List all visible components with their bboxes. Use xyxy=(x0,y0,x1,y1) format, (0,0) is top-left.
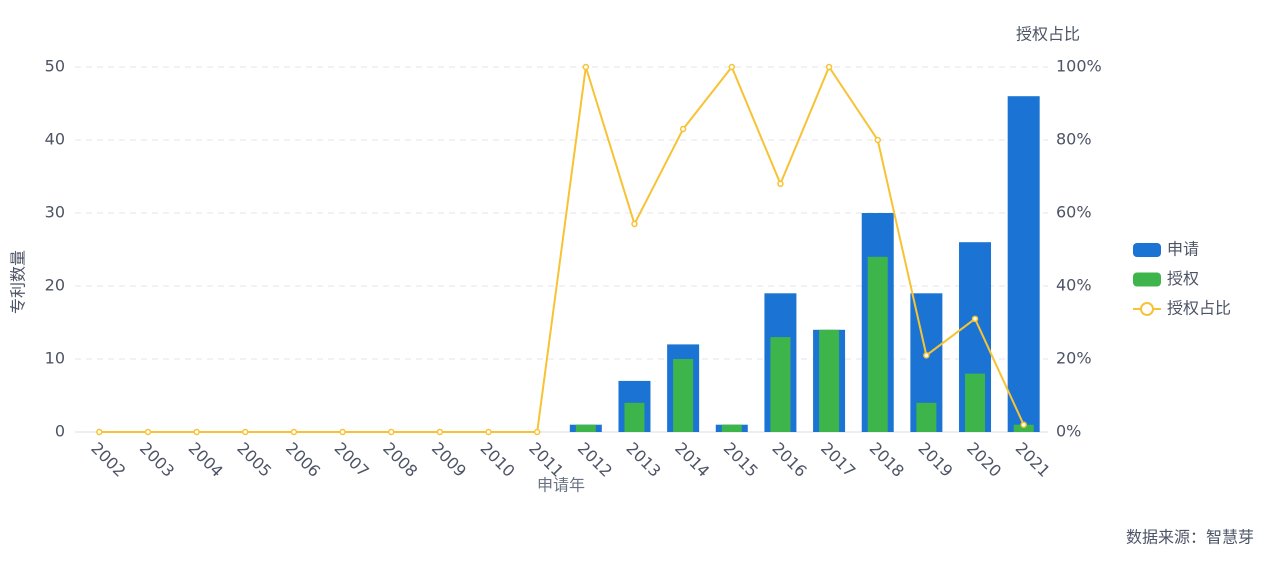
point xyxy=(728,63,736,71)
bar xyxy=(575,424,596,432)
legend-swatch xyxy=(1140,302,1154,316)
bar xyxy=(624,402,645,432)
x-tick-label: 2021 xyxy=(1012,439,1054,481)
x-axis-title: 申请年 xyxy=(537,476,585,495)
x-tick-label: 2019 xyxy=(914,439,956,481)
point xyxy=(387,428,395,436)
y2-tick-label: 40% xyxy=(1056,276,1092,295)
point xyxy=(582,63,590,71)
x-tick-label: 2003 xyxy=(136,439,178,481)
y-tick-label: 10 xyxy=(45,349,65,368)
y-tick-label: 50 xyxy=(45,57,65,76)
x-tick-label: 2009 xyxy=(428,439,470,481)
y-tick-label: 30 xyxy=(45,203,65,222)
point xyxy=(339,428,346,436)
x-tick-label: 2015 xyxy=(720,439,762,481)
point xyxy=(874,136,881,144)
x-tick-label: 2014 xyxy=(671,439,713,481)
legend-label: 授权 xyxy=(1167,269,1199,288)
point xyxy=(242,428,249,436)
y2-tick-label: 60% xyxy=(1056,203,1092,222)
point xyxy=(290,428,298,436)
y-tick-label: 20 xyxy=(45,276,65,295)
bar xyxy=(867,256,888,432)
source: 数据来源：智慧芽 xyxy=(1126,528,1254,547)
bar xyxy=(673,359,694,432)
bar xyxy=(916,402,937,432)
y-tick-label: 40 xyxy=(45,130,65,149)
y2-tick-label: 0% xyxy=(1056,422,1081,441)
y2-axis-title: 授权占比 xyxy=(1016,25,1080,44)
point xyxy=(825,63,833,71)
point xyxy=(923,352,930,359)
point xyxy=(436,428,444,436)
point xyxy=(485,428,492,436)
x-tick-label: 2017 xyxy=(817,439,859,481)
legend-label: 申请 xyxy=(1167,240,1199,259)
x-tick-label: 2008 xyxy=(379,439,421,481)
line xyxy=(99,64,1025,433)
y2-tick-label: 20% xyxy=(1056,349,1092,368)
x-tick-label: 2007 xyxy=(331,439,373,481)
legend-swatch xyxy=(1133,243,1161,257)
bar xyxy=(721,424,742,432)
point xyxy=(971,315,979,323)
x-tick-label: 2018 xyxy=(866,439,908,481)
point xyxy=(631,220,638,228)
point xyxy=(96,428,103,436)
point xyxy=(1020,421,1027,428)
point xyxy=(144,428,152,436)
x-tick-label: 2011 xyxy=(525,439,567,481)
x-tick-label: 2013 xyxy=(622,439,664,481)
bar xyxy=(770,337,791,432)
point xyxy=(679,125,687,133)
y-axis-title: 专利数量 xyxy=(9,250,28,314)
x-tick-label: 2016 xyxy=(768,439,810,481)
point xyxy=(533,428,541,436)
legend-label: 授权占比 xyxy=(1167,299,1231,318)
bar xyxy=(965,373,986,432)
bar xyxy=(819,329,840,432)
point xyxy=(777,180,784,188)
y2-tick-label: 100% xyxy=(1056,57,1102,76)
x-tick-label: 2020 xyxy=(963,439,1005,481)
bar xyxy=(1013,424,1034,432)
point xyxy=(193,428,200,436)
x-tick-label: 2010 xyxy=(477,439,519,481)
y2-tick-label: 80% xyxy=(1056,130,1092,149)
x-tick-label: 2005 xyxy=(233,439,275,481)
x-tick-label: 2004 xyxy=(185,439,227,481)
y-tick-label: 0 xyxy=(55,422,65,441)
bar xyxy=(1007,96,1040,432)
x-tick-label: 2006 xyxy=(282,439,324,481)
legend-swatch xyxy=(1133,272,1161,287)
x-tick-label: 2002 xyxy=(87,439,129,481)
x-tick-label: 2012 xyxy=(574,439,616,481)
